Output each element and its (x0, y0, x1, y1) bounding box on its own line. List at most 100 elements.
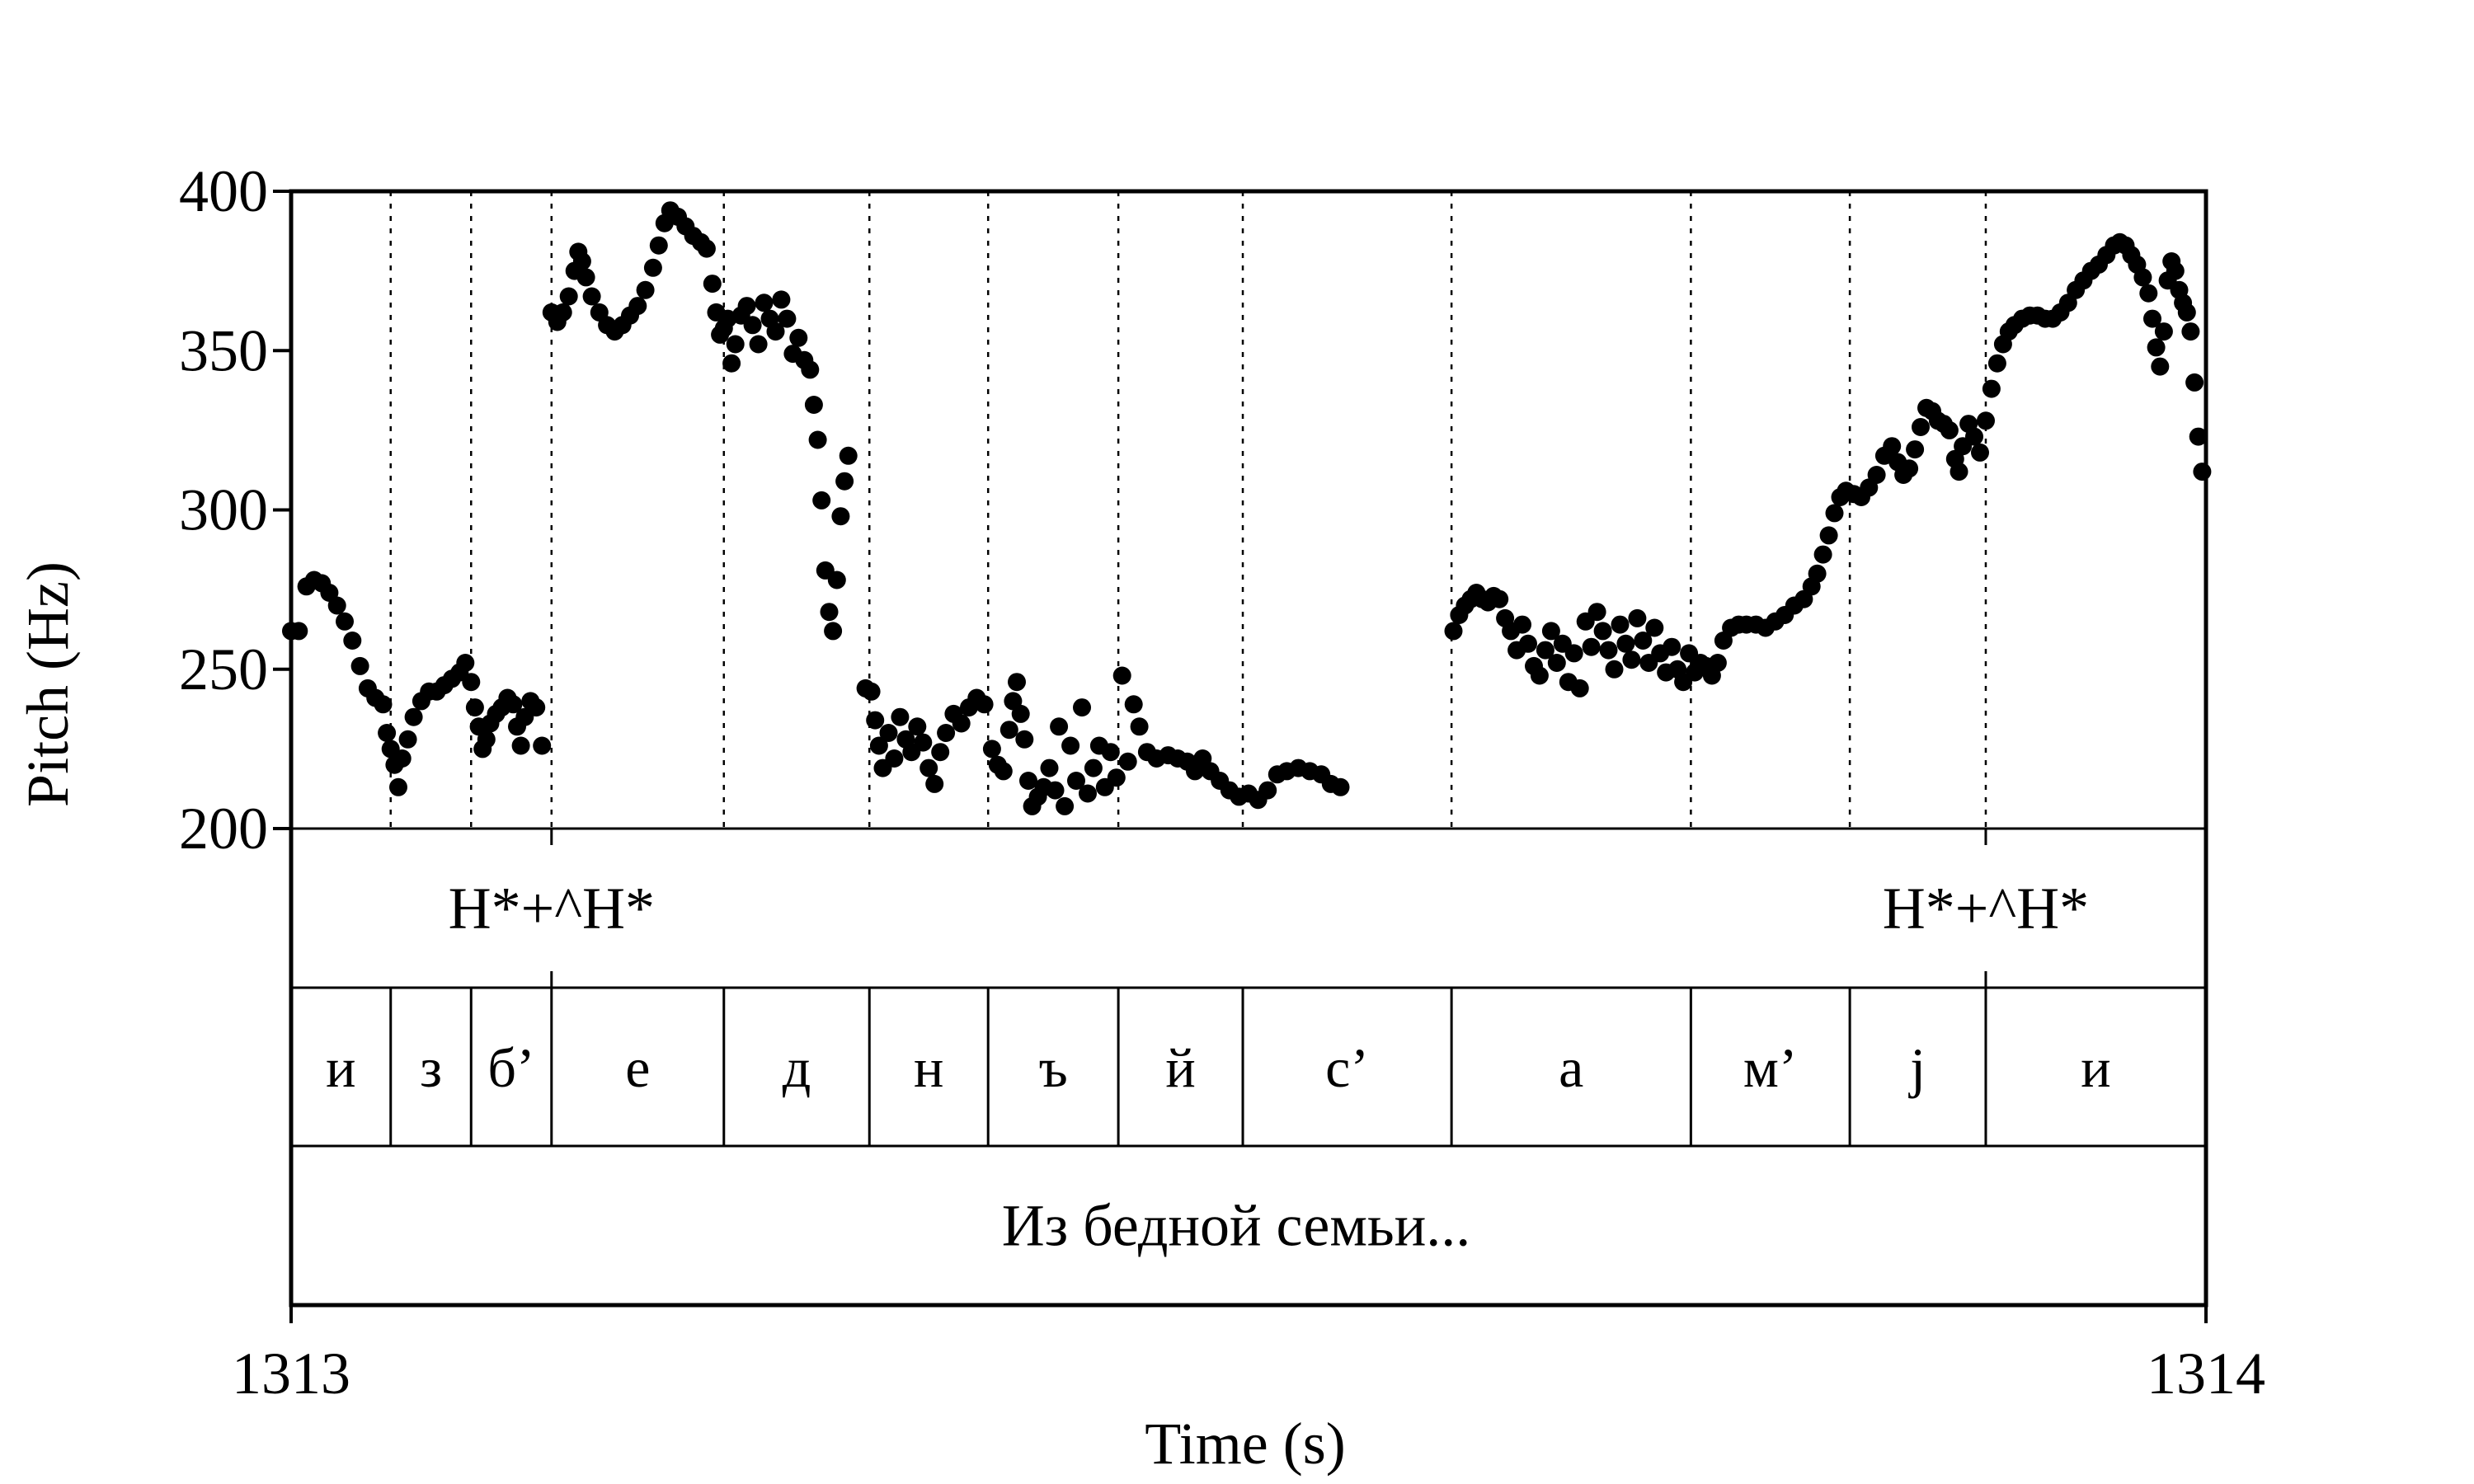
pitch-point (1663, 637, 1681, 656)
pitch-point (937, 724, 956, 742)
pitch-point (2181, 322, 2200, 341)
pitch-point (862, 682, 881, 701)
pitch-point (559, 287, 578, 306)
pitch-point (982, 740, 1001, 758)
pitch-point (511, 736, 530, 755)
pitch-point (1593, 622, 1612, 641)
pitch-point (975, 695, 994, 714)
pitch-point (1061, 736, 1080, 755)
pitch-point (533, 736, 552, 755)
pitch-point (812, 491, 831, 510)
pitch-point (891, 707, 910, 726)
pitch-point (636, 280, 655, 299)
pitch-point (1056, 796, 1075, 815)
pitch-point (952, 714, 971, 733)
pitch-point (697, 239, 716, 258)
pitch-point (553, 303, 572, 322)
phone-label: н (914, 1036, 943, 1099)
pitch-point (1130, 717, 1149, 736)
pitch-point (1628, 608, 1647, 627)
pitch-point (2143, 309, 2161, 328)
pitch-point (1808, 564, 1827, 583)
phrase-label: Из бедной семьи... (1002, 1193, 1471, 1259)
x-tick-label: 1313 (232, 1341, 350, 1407)
pitch-point (749, 335, 768, 354)
pitch-point (804, 396, 823, 414)
pitch-point (726, 335, 745, 354)
pitch-point (994, 762, 1013, 781)
pitch-point (289, 622, 308, 641)
pitch-point (1530, 666, 1549, 685)
pitch-point (766, 322, 785, 341)
pitch-point (1011, 704, 1030, 723)
y-tick-label: 400 (179, 158, 268, 224)
pitch-point (1867, 466, 1886, 484)
pitch-point (628, 297, 647, 316)
pitch-point (1040, 758, 1059, 777)
pitch-point (1079, 784, 1097, 803)
pitch-point (343, 632, 362, 650)
pitch-point (1019, 772, 1037, 790)
pitch-point (1977, 411, 1995, 430)
pitch-point (1107, 768, 1126, 787)
pitch-point (1987, 354, 2006, 373)
pitch-point (703, 275, 722, 294)
y-axis-label: Pitch (Hz) (15, 561, 81, 807)
phone-label: и (326, 1036, 355, 1099)
pitch-point (1605, 660, 1624, 679)
pitch-point (835, 472, 854, 491)
y-tick-label: 350 (179, 317, 268, 383)
pitch-point (374, 695, 393, 714)
pitch-point (1616, 634, 1635, 653)
pitch-point (908, 717, 927, 736)
pitch-point (778, 309, 797, 328)
pitch-point (869, 736, 888, 755)
pitch-point (1950, 463, 1968, 481)
pitch-point (1582, 637, 1601, 656)
pitch-point (1015, 730, 1034, 749)
pitch-point (1587, 603, 1606, 622)
pitch-point (1050, 717, 1069, 736)
pitch-point (350, 656, 369, 675)
tone-label: H*+^H* (1883, 876, 2089, 942)
tone-label: H*+^H* (449, 876, 655, 942)
pitch-point (1547, 654, 1566, 672)
pitch-point (920, 758, 938, 777)
x-axis-label: Time (s) (1145, 1411, 1345, 1477)
pitch-point (1883, 437, 1902, 456)
pitch-point (1634, 632, 1653, 650)
pitch-point (2166, 261, 2185, 280)
pitch-point (1912, 418, 1930, 436)
pitch-point (378, 724, 397, 742)
pitch-point (885, 749, 904, 768)
pitch-point (743, 316, 762, 335)
pitch-points (282, 201, 2212, 815)
phone-label: й (1165, 1036, 1195, 1099)
phone-label: м’ (1743, 1036, 1798, 1099)
pitch-point (1570, 679, 1589, 697)
pitch-point (582, 287, 601, 306)
pitch-point (576, 268, 595, 287)
pitch-point (649, 236, 668, 255)
phone-label: j (1908, 1036, 1926, 1099)
pitch-point (462, 673, 481, 692)
pitch-point (456, 654, 475, 672)
pitch-point (999, 721, 1018, 740)
pitch-point (1008, 673, 1026, 692)
pitch-point (2139, 284, 2158, 303)
phone-label: а (1559, 1036, 1583, 1099)
pitch-point (1490, 589, 1509, 608)
y-tick-label: 300 (179, 477, 268, 543)
pitch-point (1046, 781, 1065, 800)
pitch-point (477, 730, 496, 749)
pitch-point (722, 354, 741, 373)
pitch-point (879, 724, 898, 742)
pitch-point (839, 446, 858, 465)
pitch-point (931, 743, 950, 762)
pitch-point (1444, 622, 1463, 641)
pitch-point (1519, 634, 1537, 653)
pitch-point (2185, 373, 2204, 392)
phone-label: е (625, 1036, 650, 1099)
y-tick-label: 250 (179, 636, 268, 702)
